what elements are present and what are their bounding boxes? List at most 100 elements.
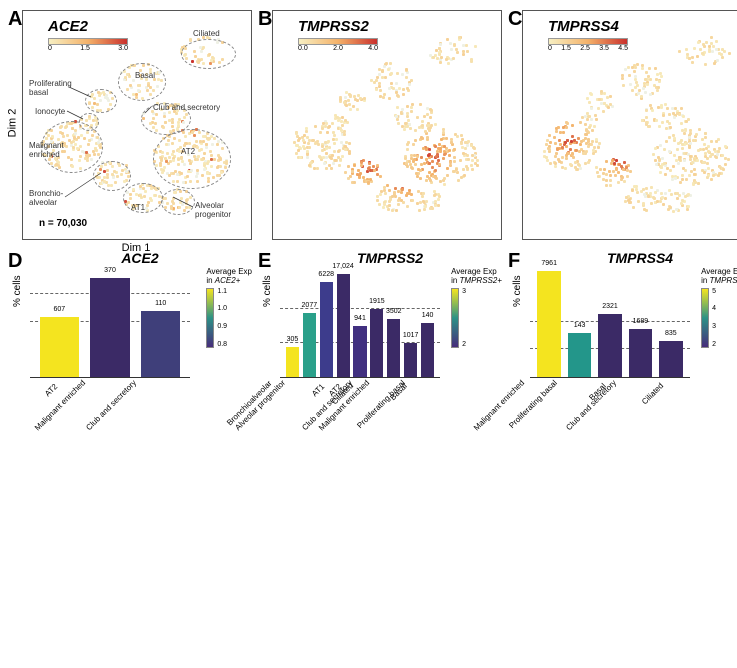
cluster-label: Club and secretory bbox=[153, 103, 220, 112]
scatter-point bbox=[603, 102, 606, 105]
panel-c: C TMPRSS4 01.52.53.54.5 bbox=[508, 8, 737, 240]
scatter-point bbox=[653, 197, 656, 200]
scatter-point bbox=[592, 149, 595, 152]
scatter-point bbox=[317, 143, 320, 146]
scatter-point bbox=[676, 148, 679, 151]
legend-title-e: Average Expin TMPRSS2+ bbox=[451, 268, 502, 286]
scatter-point bbox=[652, 153, 655, 156]
bar-column: 1017Basal bbox=[402, 343, 419, 377]
scatter-point bbox=[343, 133, 346, 136]
bar: 17,024 bbox=[337, 274, 350, 377]
scatter-point bbox=[645, 187, 648, 190]
scatter-point bbox=[403, 128, 406, 131]
scatter-point bbox=[629, 83, 632, 86]
scatter-point bbox=[425, 200, 428, 203]
scatter-point bbox=[609, 174, 612, 177]
scatter-point bbox=[353, 164, 356, 167]
scatter-point bbox=[461, 138, 464, 141]
scatter-point bbox=[668, 136, 671, 139]
scatter-point bbox=[402, 201, 405, 204]
scatter-point bbox=[439, 180, 442, 183]
cluster-label: Proliferatingbasal bbox=[29, 79, 72, 97]
scatter-point bbox=[657, 86, 660, 89]
scatter-point bbox=[473, 147, 476, 150]
scatter-point bbox=[400, 112, 403, 115]
scatter-point bbox=[688, 136, 691, 139]
scatter-point bbox=[474, 45, 477, 48]
scatter-point bbox=[453, 44, 456, 47]
panel-b-letter: B bbox=[258, 8, 272, 31]
scatter-point bbox=[699, 48, 702, 51]
scatter-point bbox=[591, 129, 594, 132]
bar: 370 bbox=[90, 278, 130, 377]
scatter-point bbox=[571, 135, 574, 138]
scatter-point bbox=[697, 41, 700, 44]
scatter-point bbox=[680, 139, 683, 142]
scatter-point bbox=[434, 176, 437, 179]
scatter-point bbox=[439, 147, 442, 150]
legend-tick: 2 bbox=[712, 341, 716, 348]
scatter-point bbox=[651, 109, 654, 112]
scatter-point bbox=[678, 158, 681, 161]
scatter-point bbox=[406, 105, 409, 108]
panel-d-legend: Average Expin ACE2+ 1.11.00.90.8 bbox=[206, 268, 252, 348]
scatter-point bbox=[387, 208, 390, 211]
bar-count: 17,024 bbox=[332, 263, 353, 270]
scatter-point bbox=[569, 148, 572, 151]
scatter-point bbox=[460, 134, 463, 137]
scatter-point bbox=[432, 56, 435, 59]
scatter-point bbox=[621, 77, 624, 80]
bar-count: 370 bbox=[104, 267, 116, 274]
scatter-point bbox=[434, 200, 437, 203]
scatter-point bbox=[579, 167, 582, 170]
scatter-point bbox=[680, 122, 683, 125]
bar-count: 7961 bbox=[541, 260, 557, 267]
bar-column: 2077Alveolar progenitor bbox=[301, 313, 318, 377]
scatter-point bbox=[379, 175, 382, 178]
scatter-point bbox=[677, 162, 680, 165]
scatter-point bbox=[681, 147, 684, 150]
scatter-point bbox=[325, 147, 328, 150]
scatter-point bbox=[595, 166, 598, 169]
scatter-point bbox=[402, 88, 405, 91]
legend-tick: 5 bbox=[712, 288, 716, 295]
scatter-point bbox=[649, 104, 652, 107]
scatter-point bbox=[554, 155, 557, 158]
scatter-point bbox=[705, 41, 708, 44]
scatter-point bbox=[445, 137, 448, 140]
scatter-point bbox=[674, 177, 677, 180]
scatter-point bbox=[358, 176, 361, 179]
scatter-point bbox=[693, 47, 696, 50]
scatter-point bbox=[683, 132, 686, 135]
scatter-point bbox=[680, 107, 683, 110]
scatter-point bbox=[416, 175, 419, 178]
scatter-point bbox=[642, 87, 645, 90]
scatter-point bbox=[676, 192, 679, 195]
scatter-point bbox=[724, 145, 727, 148]
scatter-point bbox=[349, 108, 352, 111]
scatter-point bbox=[546, 159, 549, 162]
scatter-point bbox=[337, 119, 340, 122]
scatter-point bbox=[689, 155, 692, 158]
scatter-point bbox=[448, 154, 451, 157]
scatter-point bbox=[644, 91, 647, 94]
scatter-point bbox=[471, 168, 474, 171]
scatter-point bbox=[575, 149, 578, 152]
scatter-point bbox=[590, 107, 593, 110]
bar-column: 3502Malignant enriched bbox=[385, 319, 402, 377]
scatter-point bbox=[717, 150, 720, 153]
bar-column: 1915Club and secretory bbox=[368, 309, 385, 377]
scatter-point bbox=[324, 141, 327, 144]
scatter-point bbox=[349, 95, 352, 98]
scatter-point bbox=[609, 95, 612, 98]
scatter-point bbox=[663, 148, 666, 151]
scatter-point bbox=[636, 191, 639, 194]
scatter-point bbox=[634, 75, 637, 78]
scatter-point bbox=[587, 161, 590, 164]
scatter-point bbox=[470, 60, 473, 63]
scatter-point bbox=[394, 187, 397, 190]
scatter-point bbox=[704, 136, 707, 139]
scatter-point bbox=[584, 137, 587, 140]
scatter-point bbox=[322, 122, 325, 125]
scatter-point bbox=[611, 105, 614, 108]
